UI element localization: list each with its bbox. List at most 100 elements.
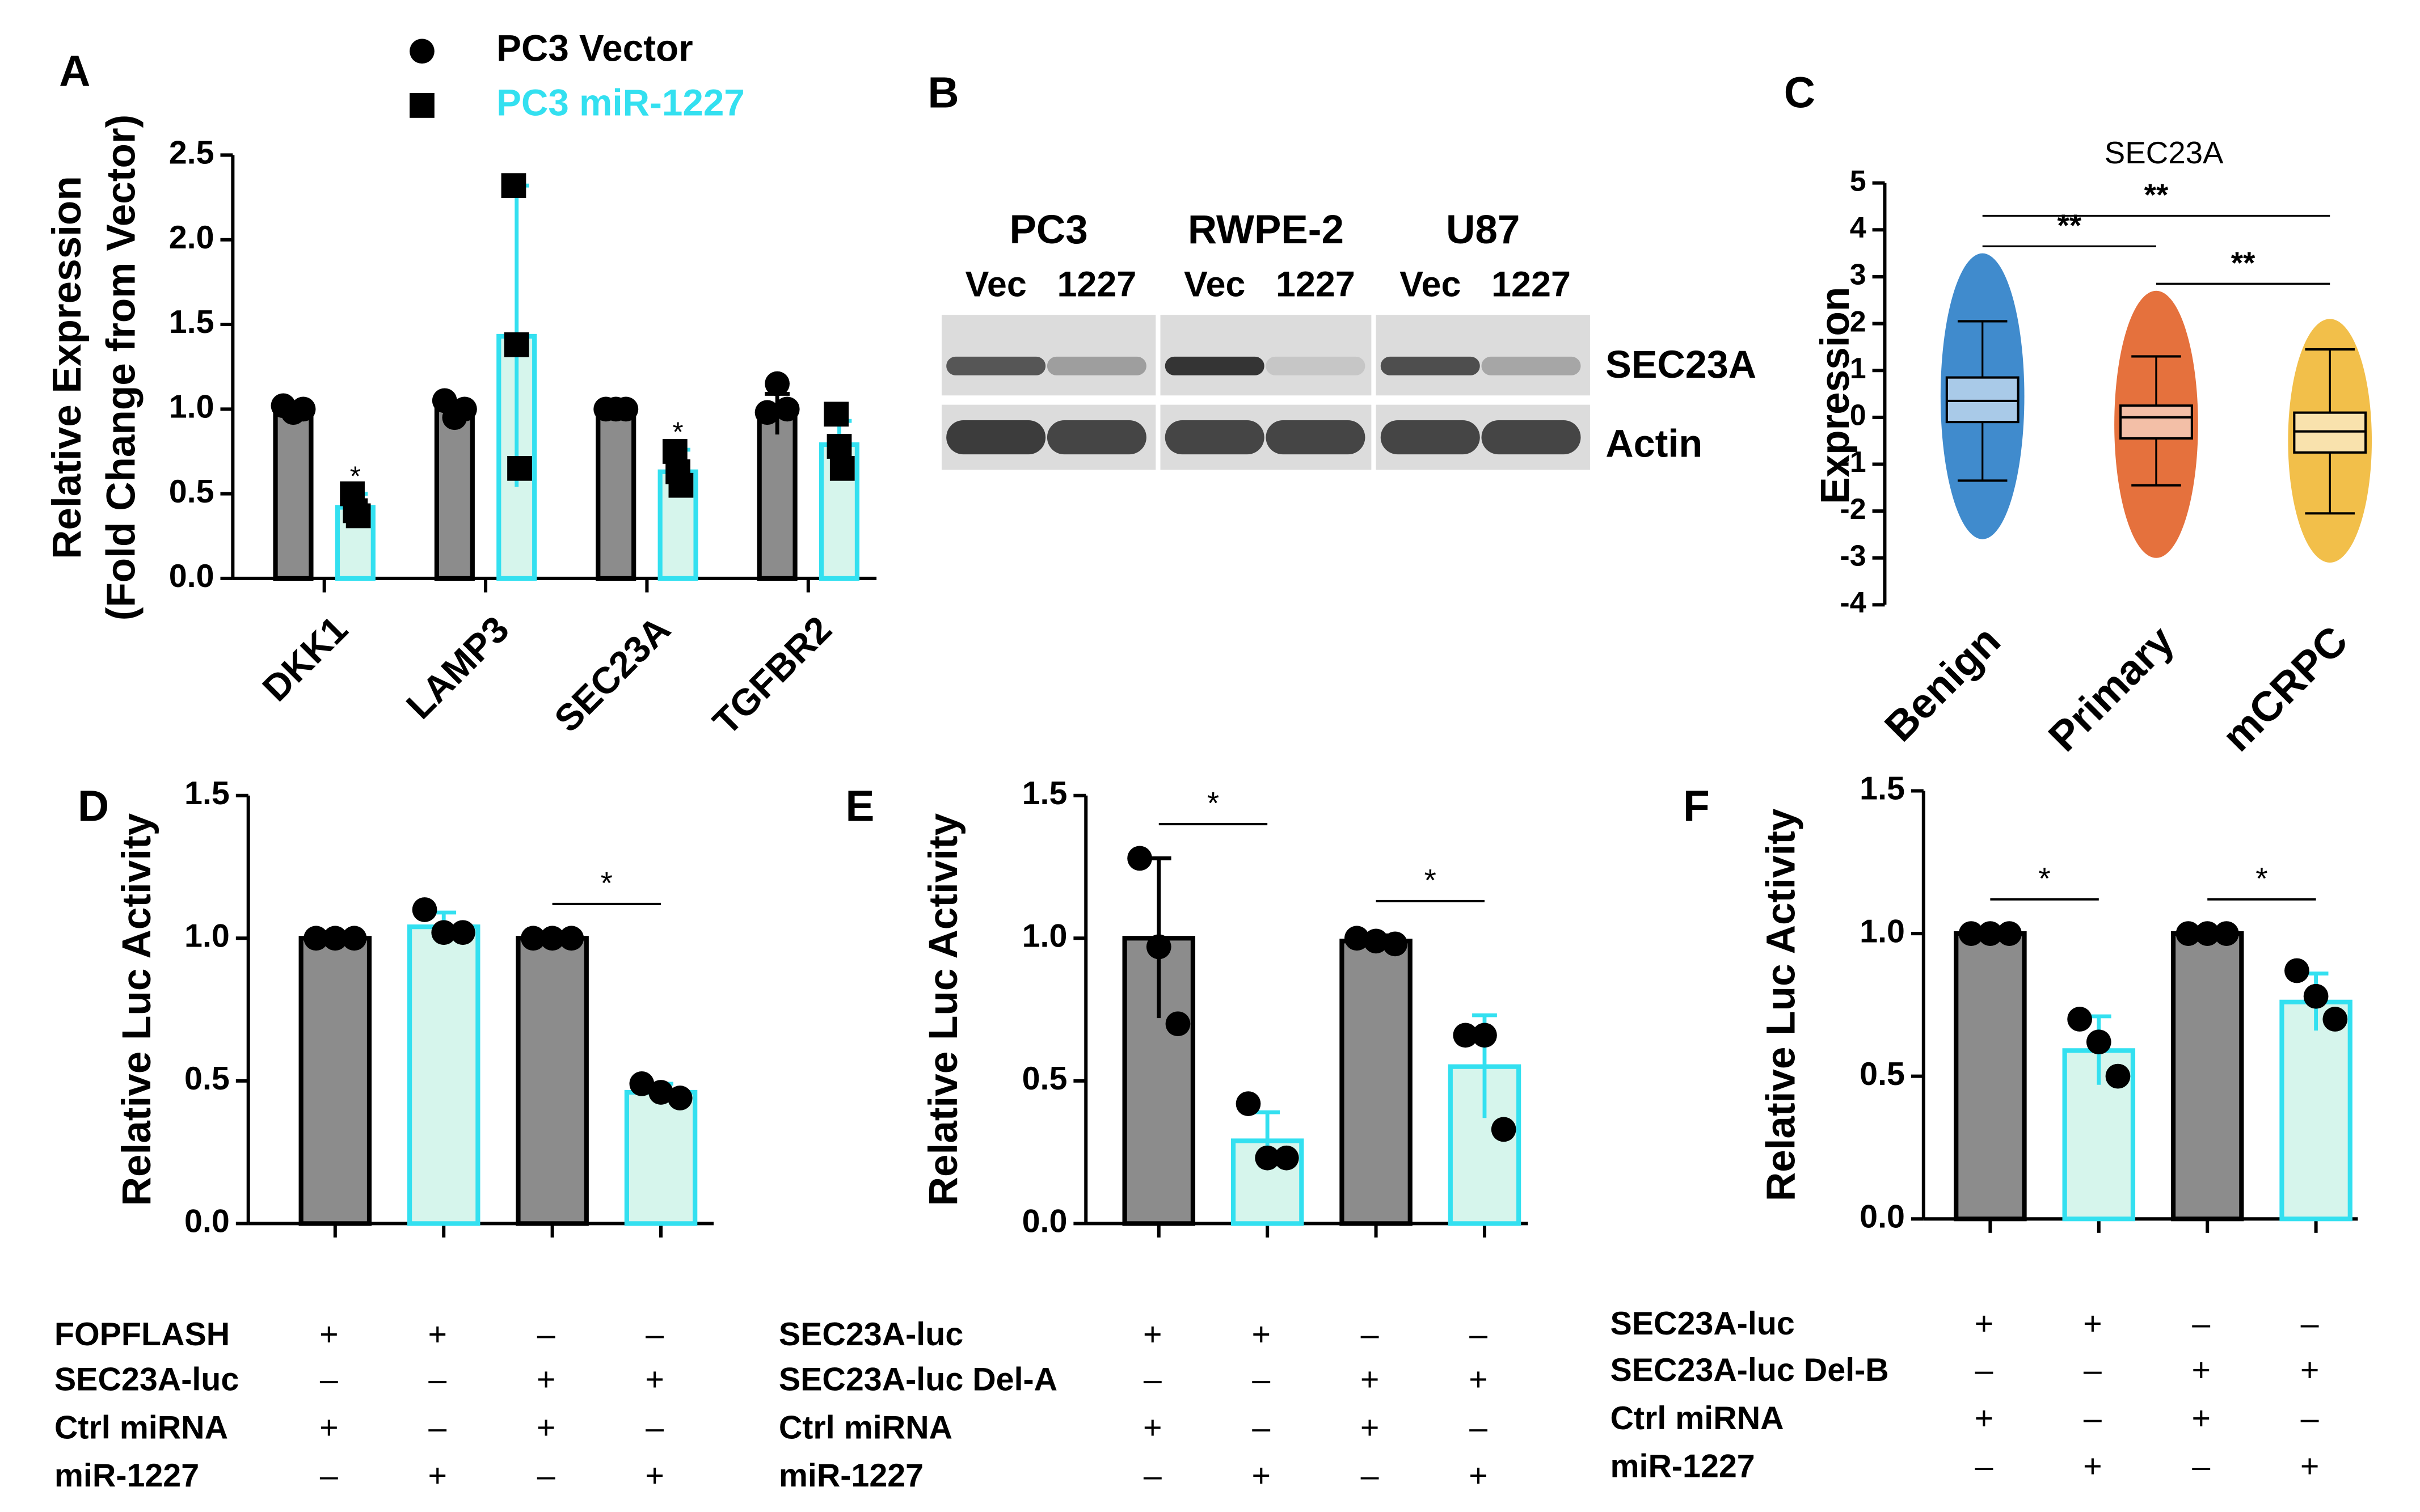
legend-marker [410,93,435,118]
condition-sign: – [1975,1448,1993,1485]
condition-sign: + [1975,1400,1994,1437]
condition-sign: + [2300,1448,2320,1485]
point [1958,921,1984,946]
y-tick-label: 0.5 [1022,1061,1068,1097]
point [667,1086,693,1110]
y-tick-label: 1.5 [184,775,230,812]
point [303,926,329,951]
box [2293,411,2367,454]
point [2105,1063,2131,1089]
box [1945,376,2020,424]
point [1491,1117,1516,1142]
significance-label: * [1207,785,1219,821]
condition-sign: – [2301,1306,2319,1342]
y-axis-label: (Fold Change from Vector) [99,115,144,620]
panel-letter: C [1784,69,1815,117]
point [2284,958,2309,983]
y-tick-label: 1 [1850,352,1866,385]
condition-sign: + [1360,1361,1380,1397]
bar [298,936,372,1226]
legend-marker [410,39,435,64]
point [754,400,780,425]
y-axis-label: Relative Luc Activity [1759,808,1803,1201]
condition-sign: – [1469,1409,1487,1446]
y-tick-label: 1.0 [1860,913,1905,949]
point [504,332,529,357]
x-tick-label: Primary [2039,616,2183,760]
y-tick-label: 0.0 [184,1203,230,1240]
bar [757,412,798,581]
condition-sign: – [1469,1316,1487,1353]
point [829,455,855,481]
condition-sign: + [428,1316,448,1353]
y-tick-label: 0 [1850,399,1866,432]
condition-label: miR-1227 [54,1458,199,1494]
point [1978,921,2003,946]
condition-label: SEC23A-luc [1610,1306,1794,1342]
condition-sign: – [646,1409,664,1446]
bar [596,407,636,581]
lane-label: Vec [965,264,1026,304]
point [613,396,639,422]
condition-sign: – [2192,1448,2210,1485]
condition-label: SEC23A-luc Del-A [779,1361,1057,1397]
condition-sign: + [2191,1352,2211,1388]
condition-label: SEC23A-luc Del-B [1610,1352,1888,1388]
band [1380,356,1480,375]
point [2176,921,2201,946]
significance-label: ** [2144,177,2169,212]
band [1481,356,1581,375]
y-axis-label: Relative Expression [45,176,90,559]
lane-label: 1227 [1057,264,1136,304]
point [765,371,790,396]
panel-letter: A [59,47,90,95]
point [412,897,437,922]
condition-sign: + [319,1316,339,1353]
condition-sign: – [1252,1409,1270,1446]
bar [434,407,475,581]
point [345,503,371,529]
condition-sign: – [1144,1458,1162,1494]
condition-label: miR-1227 [1610,1448,1755,1485]
condition-sign: – [646,1316,664,1353]
point [342,926,367,951]
band [1165,420,1264,455]
legend-label: PC3 miR-1227 [496,82,745,123]
condition-label: Ctrl miRNA [779,1409,952,1446]
condition-sign: + [1469,1361,1488,1397]
point [539,926,565,951]
x-tick-label: mCRPC [2213,616,2356,760]
condition-sign: – [428,1409,446,1446]
panel-letter: D [78,783,109,831]
group-label: PC3 [1009,208,1087,252]
condition-sign: – [1144,1361,1162,1397]
y-tick-label: 1.0 [184,918,230,954]
condition-sign: – [2192,1306,2210,1342]
group-label: RWPE-2 [1188,208,1344,252]
blot-strip [1376,315,1590,396]
point [322,926,348,951]
condition-sign: + [645,1458,664,1494]
lane-label: 1227 [1276,264,1355,304]
y-tick-label: 2 [1850,305,1866,338]
point [2067,1007,2092,1032]
point [668,472,694,498]
condition-sign: + [537,1361,556,1397]
bar [1339,939,1413,1226]
condition-sign: – [320,1458,338,1494]
y-tick-label: 5 [1850,164,1866,197]
y-tick-label: 0.0 [1860,1198,1905,1235]
condition-sign: + [645,1361,664,1397]
blot-strip [1160,315,1372,396]
bar [516,936,589,1226]
condition-sign: – [428,1361,446,1397]
point [452,396,477,422]
condition-sign: – [1361,1316,1379,1353]
y-tick-label: -2 [1840,493,1866,526]
point [1146,934,1171,960]
annotation: * [350,461,361,492]
point [824,402,849,427]
panel-letter: F [1683,783,1710,831]
row-label: Actin [1605,423,1702,466]
